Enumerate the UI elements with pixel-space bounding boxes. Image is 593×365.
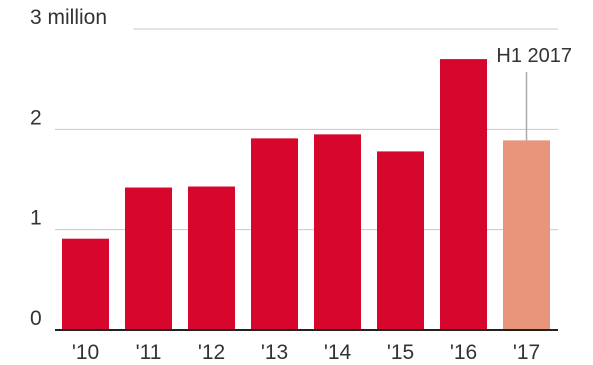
y-tick-label: 2 [30,106,42,129]
bar [503,140,550,330]
annotation: H1 2017 [496,45,572,141]
bars [62,59,550,330]
y-tick-label: 0 [30,307,42,330]
bar [440,59,487,330]
y-tick-label: 1 [30,207,42,230]
annotation-label: H1 2017 [496,45,572,67]
x-tick-label: '15 [387,341,414,364]
y-tick-label: 3 million [30,6,107,29]
x-tick-label: '13 [261,341,288,364]
x-tick-label: '16 [450,341,477,364]
x-tick-label: '14 [324,341,352,364]
x-axis-tick-labels: '10 '11 '12 '13 '14 '15 '16 '17 [72,341,540,364]
bar [314,134,361,330]
bar [125,187,172,330]
bar [251,138,298,330]
x-tick-label: '12 [198,341,225,364]
x-tick-label: '11 [136,341,162,364]
bar [377,151,424,330]
x-tick-label: '10 [72,341,99,364]
bar [188,186,235,330]
bar [62,238,109,330]
x-tick-label: '17 [513,341,540,364]
y-axis-tick-labels: 0 1 2 3 million [30,6,107,330]
